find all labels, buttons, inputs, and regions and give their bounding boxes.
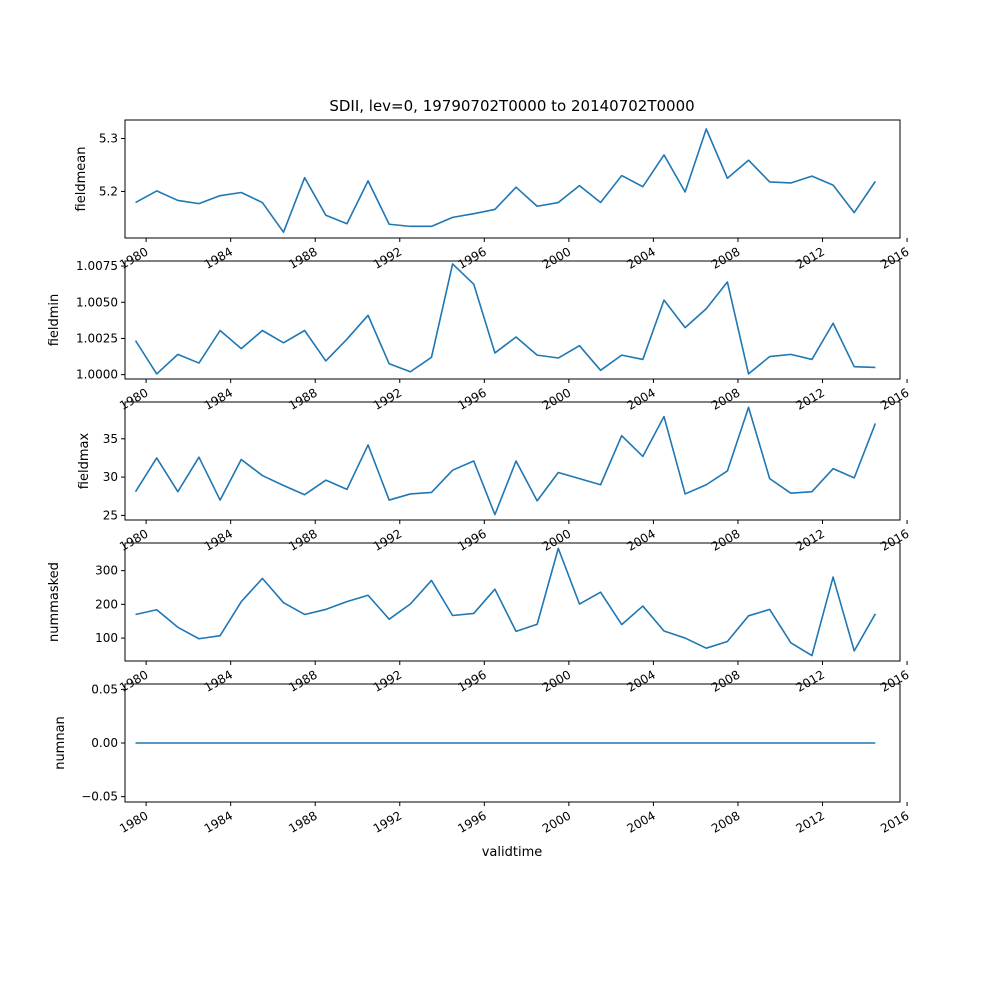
series-line-fieldmin: [134, 263, 876, 375]
y-tick-label: 1.0000: [76, 368, 118, 382]
y-tick-label: 30: [103, 470, 118, 484]
y-axis-label: fieldmax: [77, 433, 92, 490]
axes-frame: [124, 401, 901, 521]
y-tick-label: −0.05: [81, 790, 118, 804]
y-tick-label: 5.2: [99, 184, 118, 198]
y-axis-label: fieldmean: [74, 147, 89, 212]
y-tick-label: 300: [95, 564, 118, 578]
chart-title: SDII, lev=0, 19790702T0000 to 20140702T0…: [329, 97, 694, 115]
y-tick-label: 100: [95, 631, 118, 645]
x-axis-label: validtime: [482, 845, 543, 860]
y-axis-label: fieldmin: [47, 294, 62, 347]
axes-frame: [124, 260, 901, 380]
axes-frame: [124, 542, 901, 662]
y-tick-label: 1.0075: [76, 259, 118, 273]
y-axis-label: nummasked: [47, 562, 62, 642]
y-tick-label: 1.0050: [76, 295, 118, 309]
y-tick-label: 25: [103, 508, 118, 522]
y-tick-label: 35: [103, 432, 118, 446]
y-tick-label: 200: [95, 597, 118, 611]
y-tick-label: 0.05: [91, 682, 118, 696]
y-tick-label: 1.0025: [76, 331, 118, 345]
series-line-fieldmean: [135, 128, 877, 233]
y-axis-label: numnan: [53, 716, 68, 770]
y-tick-label: 5.3: [99, 132, 118, 146]
axes-frame: [124, 119, 901, 239]
series-line-nummasked: [135, 547, 877, 657]
y-tick-label: 0.00: [91, 736, 118, 750]
series-line-fieldmax: [134, 406, 877, 516]
